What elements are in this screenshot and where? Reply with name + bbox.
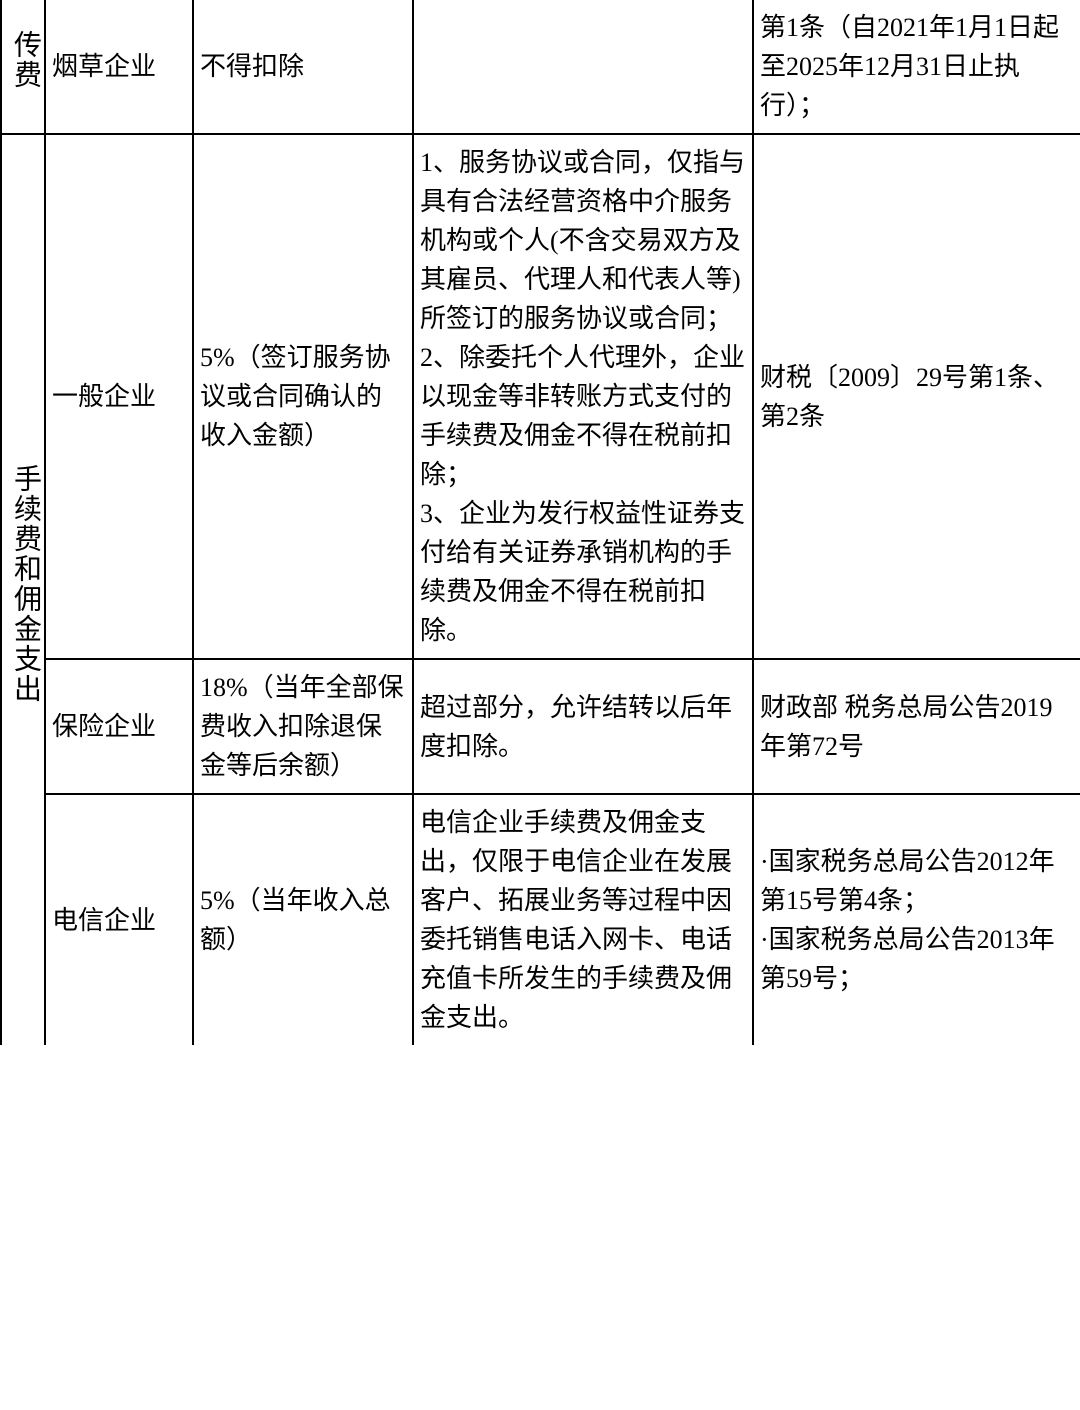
- entity-cell: 烟草企业: [45, 0, 193, 134]
- category-header-chuanfei: 传费: [1, 0, 45, 134]
- entity-cell: 电信企业: [45, 794, 193, 1045]
- basis-cell: ·国家税务总局公告2012年第15号第4条；·国家税务总局公告2013年第59号…: [753, 794, 1080, 1045]
- entity-cell: 保险企业: [45, 659, 193, 794]
- limit-cell: 18%（当年全部保费收入扣除退保金等后余额）: [193, 659, 413, 794]
- table-row: 手续费和佣金支出 一般企业 5%（签订服务协议或合同确认的收入金额） 1、服务协…: [1, 134, 1080, 659]
- note-cell: 电信企业手续费及佣金支出，仅限于电信企业在发展客户、拓展业务等过程中因委托销售电…: [413, 794, 753, 1045]
- tax-deduction-table: 传费 烟草企业 不得扣除 第1条（自2021年1月1日起至2025年12月31日…: [0, 0, 1080, 1045]
- table-row: 电信企业 5%（当年收入总额） 电信企业手续费及佣金支出，仅限于电信企业在发展客…: [1, 794, 1080, 1045]
- limit-cell: 不得扣除: [193, 0, 413, 134]
- basis-cell: 财税〔2009〕29号第1条、第2条: [753, 134, 1080, 659]
- table-row: 传费 烟草企业 不得扣除 第1条（自2021年1月1日起至2025年12月31日…: [1, 0, 1080, 134]
- basis-cell: 第1条（自2021年1月1日起至2025年12月31日止执行）；: [753, 0, 1080, 134]
- entity-cell: 一般企业: [45, 134, 193, 659]
- note-cell: [413, 0, 753, 134]
- note-cell: 1、服务协议或合同，仅指与具有合法经营资格中介服务机构或个人(不含交易双方及其雇…: [413, 134, 753, 659]
- table-row: 保险企业 18%（当年全部保费收入扣除退保金等后余额） 超过部分，允许结转以后年…: [1, 659, 1080, 794]
- basis-cell: 财政部 税务总局公告2019年第72号: [753, 659, 1080, 794]
- limit-cell: 5%（签订服务协议或合同确认的收入金额）: [193, 134, 413, 659]
- category-header-shouxufei: 手续费和佣金支出: [1, 134, 45, 1045]
- note-cell: 超过部分，允许结转以后年度扣除。: [413, 659, 753, 794]
- limit-cell: 5%（当年收入总额）: [193, 794, 413, 1045]
